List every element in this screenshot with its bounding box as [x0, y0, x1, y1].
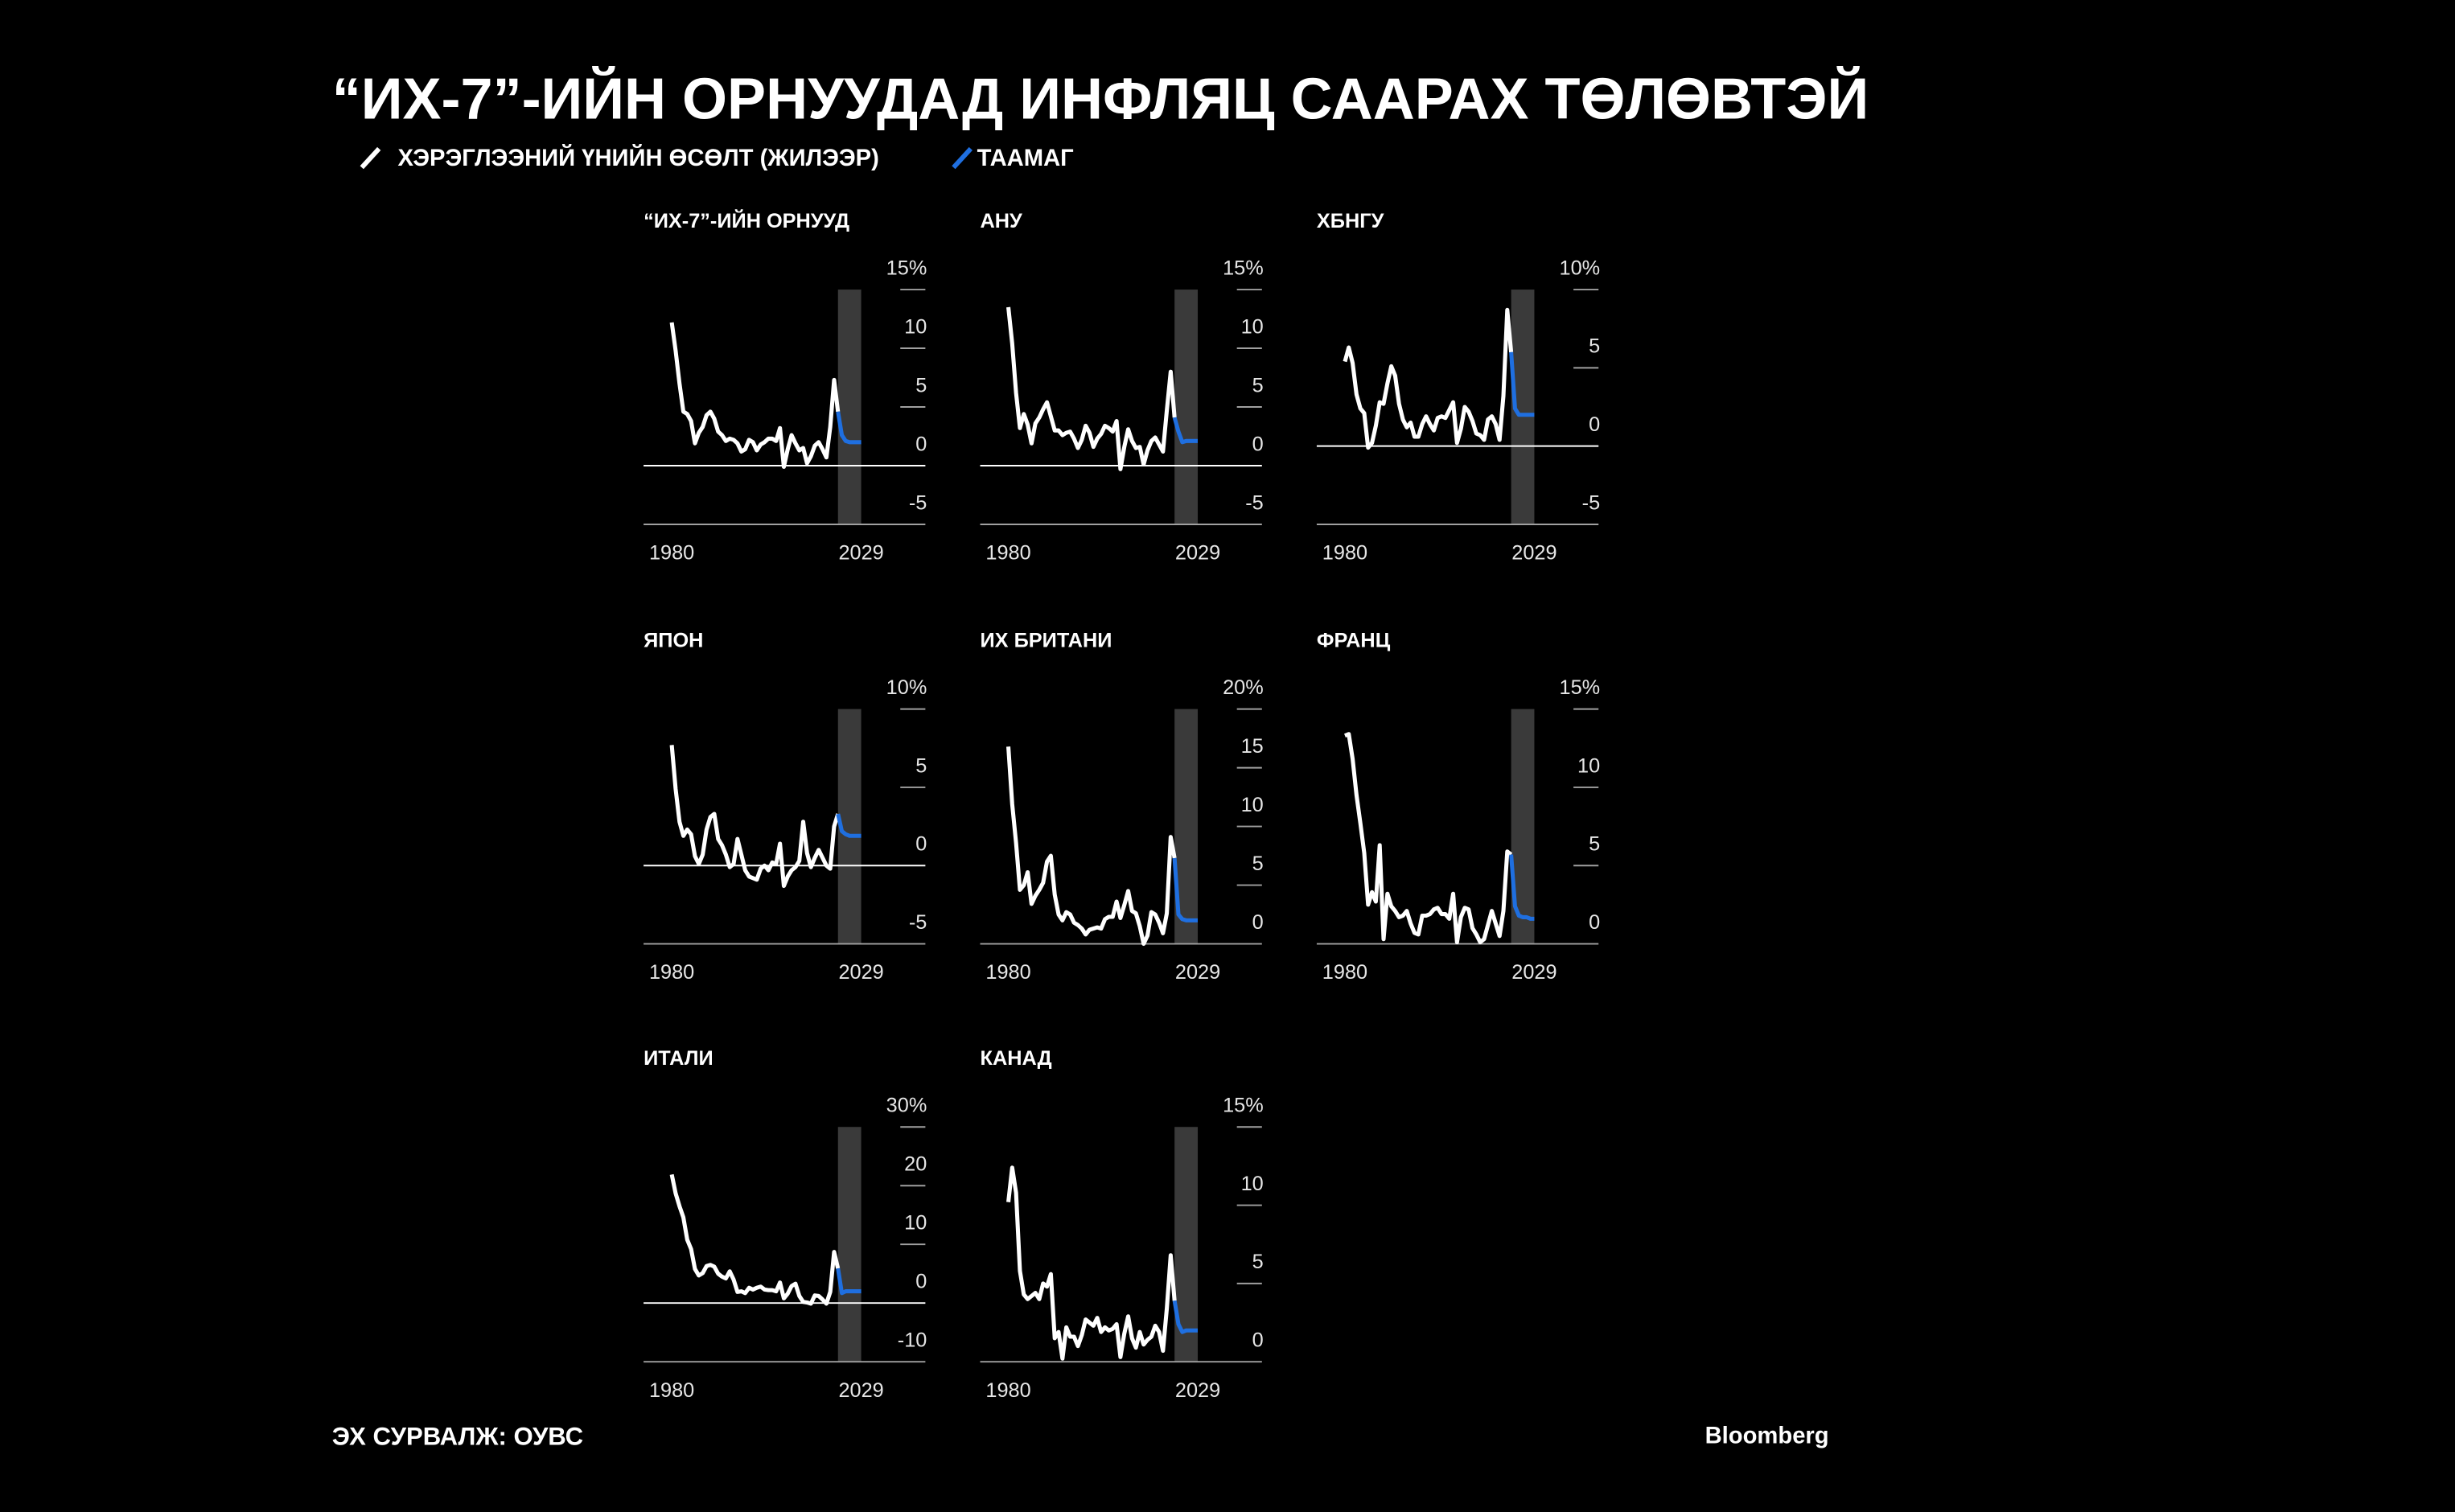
y-tick-label: 5 [915, 754, 927, 777]
x-tick-label: 2029 [838, 1379, 883, 1402]
history-line [1344, 732, 1513, 945]
y-tick-label: 10 [904, 315, 927, 338]
subplot-title: ХБНГУ [1317, 210, 1384, 232]
y-tick-label: 20 [904, 1153, 927, 1176]
y-tick-label: 15 [1241, 735, 1264, 758]
x-tick-label: 1980 [649, 542, 694, 565]
x-tick-label: 2029 [1175, 1379, 1220, 1402]
y-tick-label: 5 [1252, 374, 1264, 396]
forecast-line [836, 411, 862, 445]
y-tick-label: 0 [915, 1271, 927, 1293]
y-tick-label: 10% [1560, 257, 1601, 279]
y-tick-label: 0 [1252, 433, 1264, 455]
y-tick-label: 10 [904, 1212, 927, 1235]
history-line [669, 322, 841, 469]
y-tick-label: 30% [886, 1095, 927, 1117]
source-note: ЭХ СУРВАЛЖ: ОУВС [332, 1423, 583, 1451]
y-tick-label: 15% [1223, 257, 1264, 279]
y-tick-label: 15% [1223, 1095, 1264, 1117]
history-line [1006, 306, 1177, 471]
forecast-band [837, 1127, 862, 1362]
subplot-title: КАНАД [981, 1047, 1052, 1070]
legend-swatch [952, 146, 973, 170]
y-tick-label: 5 [1252, 853, 1264, 875]
subplot-title: ИТАЛИ [644, 1047, 713, 1070]
x-tick-label: 1980 [985, 961, 1030, 984]
y-tick-label: 0 [1252, 911, 1264, 934]
x-tick-label: 1980 [985, 542, 1030, 565]
forecast-line [1509, 351, 1535, 417]
legend-swatch [360, 146, 381, 170]
forecast-line [836, 813, 862, 838]
x-tick-label: 1980 [649, 1379, 694, 1402]
page-title: “ИХ-7”-ИЙН ОРНУУДАД ИНФЛЯЦ СААРАХ ТӨЛӨВТ… [332, 65, 1869, 131]
subplot-title: “ИХ-7”-ИЙН ОРНУУД [644, 208, 849, 232]
y-tick-label: -5 [909, 911, 927, 934]
history-line [1006, 1165, 1177, 1361]
x-tick-label: 2029 [1175, 542, 1220, 565]
history-line [669, 1173, 841, 1306]
forecast-line [1172, 1300, 1199, 1334]
y-tick-label: 10 [1577, 754, 1600, 777]
legend-label: ХЭРЭГЛЭЭНИЙ ҮНИЙН ӨСӨЛТ (ЖИЛЭЭР) [398, 144, 879, 171]
y-tick-label: 5 [1589, 833, 1600, 856]
y-tick-label: 0 [1252, 1329, 1264, 1352]
x-tick-label: 1980 [649, 961, 694, 984]
y-tick-label: 5 [1589, 335, 1600, 358]
y-tick-label: 20% [1223, 676, 1264, 699]
y-tick-label: -10 [898, 1329, 927, 1352]
y-tick-label: 15% [886, 257, 927, 279]
y-tick-label: 15% [1560, 676, 1601, 699]
x-tick-label: 2029 [1175, 961, 1220, 984]
subplot-title: ФРАНЦ [1317, 630, 1391, 652]
legend-label: ТААМАГ [977, 146, 1074, 171]
y-tick-label: -5 [1582, 491, 1600, 514]
y-tick-label: 0 [1589, 413, 1600, 436]
x-tick-label: 1980 [1322, 961, 1367, 984]
x-tick-label: 2029 [838, 961, 883, 984]
y-tick-label: 0 [915, 833, 927, 856]
x-tick-label: 1980 [1322, 542, 1367, 565]
brand: Bloomberg [1705, 1423, 1829, 1448]
subplot-title: АНУ [981, 210, 1023, 232]
y-tick-label: 10 [1241, 794, 1264, 816]
subplot-title: ЯПОН [644, 630, 703, 652]
y-tick-label: 0 [915, 433, 927, 455]
x-tick-label: 2029 [838, 542, 883, 565]
y-tick-label: -5 [1245, 491, 1264, 514]
forecast-line [1172, 857, 1199, 922]
y-tick-label: 0 [1589, 911, 1600, 934]
forecast-band [837, 290, 862, 524]
forecast-line [836, 1268, 862, 1296]
x-tick-label: 2029 [1511, 961, 1556, 984]
forecast-band [1174, 290, 1199, 524]
y-tick-label: 10 [1241, 1173, 1264, 1195]
forecast-line [1172, 417, 1199, 445]
history-line [1006, 746, 1177, 947]
y-tick-label: 5 [1252, 1251, 1264, 1273]
history-line [669, 745, 841, 889]
history-line [1343, 307, 1514, 450]
y-tick-label: 10 [1241, 315, 1264, 338]
x-tick-label: 1980 [985, 1379, 1030, 1402]
y-tick-label: 10% [886, 676, 927, 699]
forecast-line [1509, 854, 1535, 921]
x-tick-label: 2029 [1511, 542, 1556, 565]
y-tick-label: -5 [909, 491, 927, 514]
y-tick-label: 5 [915, 374, 927, 396]
subplot-title: ИХ БРИТАНИ [981, 630, 1112, 652]
